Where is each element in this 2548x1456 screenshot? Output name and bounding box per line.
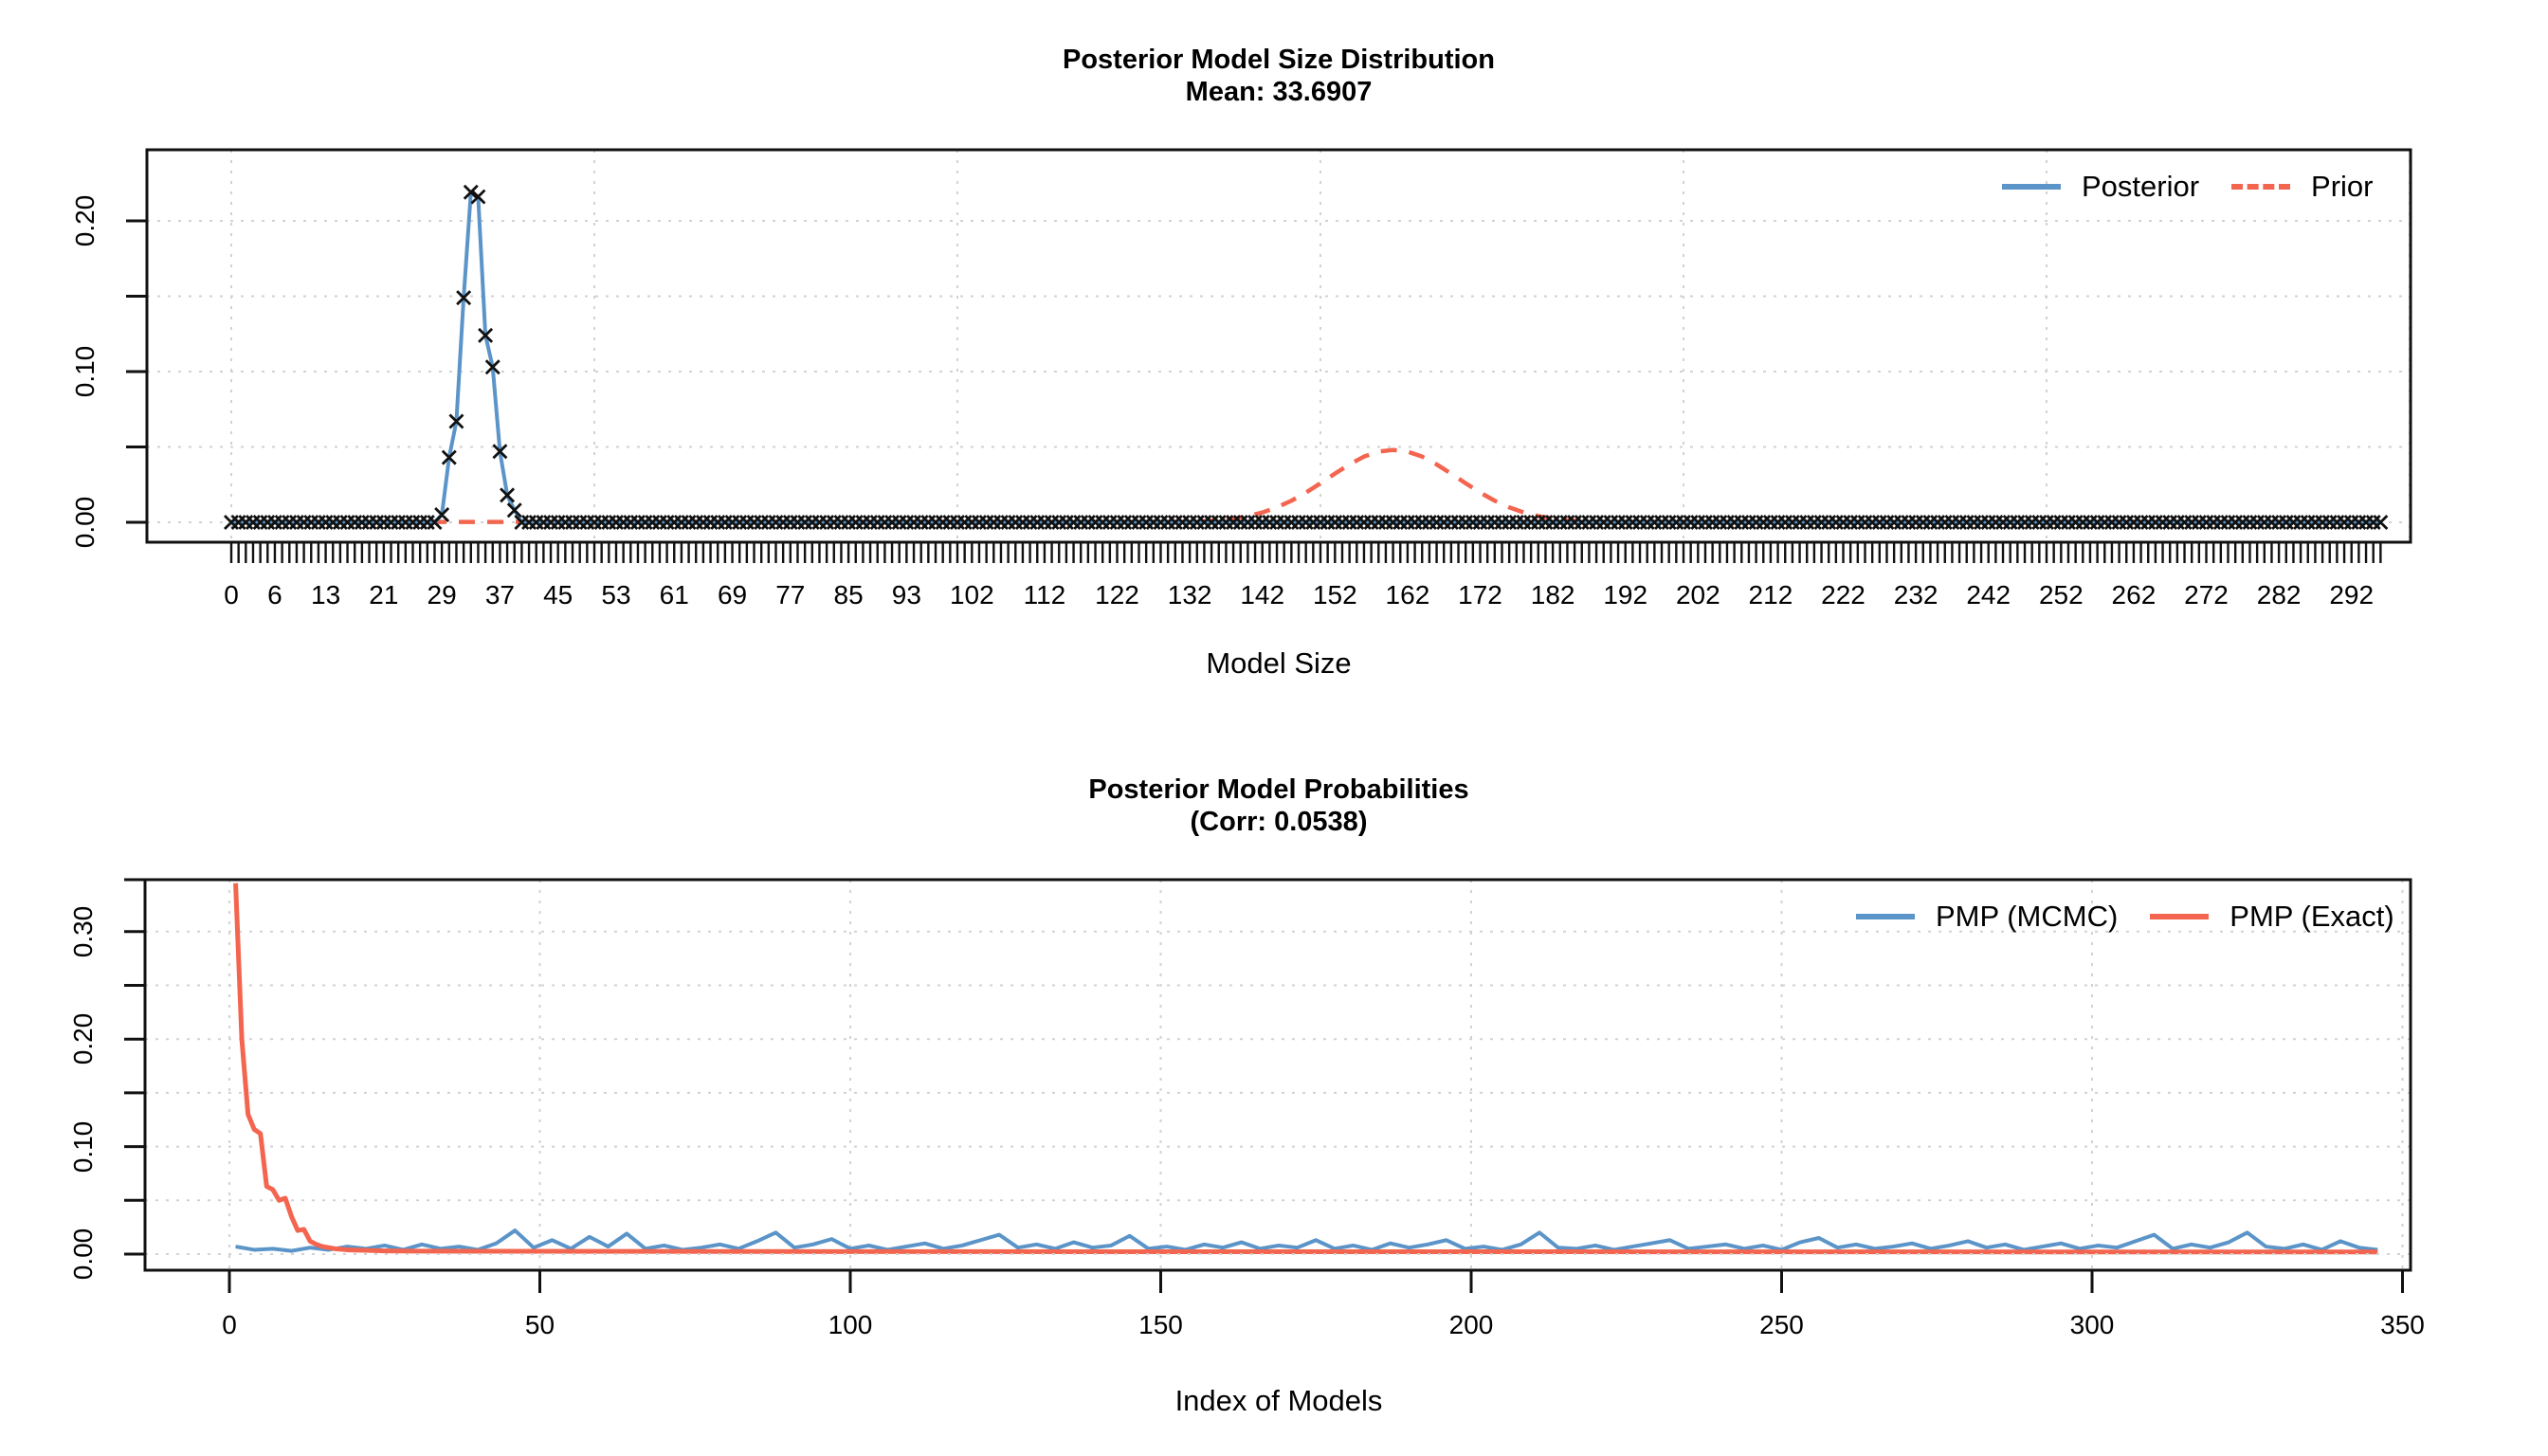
pmp-mcmc-line-swatch-icon: [1856, 914, 1915, 919]
bottom-y-tick-label: 0.10: [68, 1120, 98, 1173]
top-x-tick-label: 192: [1603, 580, 1648, 610]
legend-item-prior: Prior: [2231, 170, 2374, 204]
bottom-chart-title: Posterior Model Probabilities: [1088, 774, 1469, 805]
top-x-tick-label: 202: [1675, 580, 1720, 610]
top-x-tick-label: 6: [267, 580, 282, 610]
legend-label-pmp-mcmc: PMP (MCMC): [1936, 900, 2119, 933]
top-x-tick-label: 53: [601, 580, 631, 610]
bottom-x-tick-label: 350: [2380, 1310, 2425, 1339]
top-x-tick-label: 272: [2184, 580, 2229, 610]
top-x-tick-label: 132: [1167, 580, 1212, 610]
top-y-tick-label: 0.10: [70, 345, 100, 398]
top-x-tick-label: 182: [1530, 580, 1575, 610]
top-x-tick-label: 45: [543, 580, 573, 610]
legend-label-posterior: Posterior: [2082, 170, 2200, 203]
bottom-x-tick-label: 150: [1138, 1310, 1183, 1339]
posterior-line-swatch-icon: [2002, 184, 2061, 190]
top-x-tick-label: 112: [1023, 580, 1066, 610]
top-x-tick-label: 242: [1966, 580, 2011, 610]
bottom-y-tick-label: 0.20: [68, 1012, 98, 1065]
top-x-tick-label: 61: [659, 580, 689, 610]
bottom-x-tick-label: 0: [222, 1310, 237, 1339]
top-x-tick-label: 122: [1095, 580, 1139, 610]
top-y-tick-label: 0.20: [70, 194, 100, 247]
top-chart-legend: Posterior Prior: [2002, 167, 2374, 207]
legend-label-prior: Prior: [2311, 170, 2374, 203]
top-x-tick-label: 102: [949, 580, 994, 610]
bottom-x-tick-label: 50: [524, 1310, 555, 1339]
top-chart-xaxis-title: Model Size: [1206, 646, 1352, 680]
top-x-tick-label: 212: [1748, 580, 1793, 610]
bottom-chart-legend: PMP (MCMC) PMP (Exact): [1856, 897, 2394, 937]
bottom-y-tick-label: 0.30: [68, 905, 98, 958]
prior-line-swatch-icon: [2231, 184, 2291, 190]
bottom-x-tick-label: 200: [1448, 1310, 1494, 1339]
top-x-tick-label: 282: [2256, 580, 2302, 610]
bottom-chart-subtitle: (Corr: 0.0538): [1190, 807, 1368, 837]
top-x-tick-label: 162: [1385, 580, 1430, 610]
pmp-exact-line-swatch-icon: [2150, 914, 2210, 919]
top-chart-title: Posterior Model Size Distribution: [1063, 45, 1495, 75]
top-x-tick-label: 152: [1312, 580, 1357, 610]
bottom-x-tick-label: 250: [1759, 1310, 1804, 1339]
top-x-tick-label: 172: [1458, 580, 1502, 610]
top-x-tick-label: 37: [484, 580, 515, 610]
top-x-tick-label: 77: [775, 580, 806, 610]
bottom-x-tick-label: 300: [2069, 1310, 2115, 1339]
bottom-x-tick-label: 100: [828, 1310, 873, 1339]
top-x-tick-label: 21: [369, 580, 399, 610]
top-x-tick-label: 85: [833, 580, 864, 610]
top-x-tick-label: 69: [717, 580, 748, 610]
top-x-tick-label: 13: [311, 580, 341, 610]
top-x-tick-label: 29: [427, 580, 457, 610]
top-x-tick-label: 93: [891, 580, 921, 610]
top-chart-subtitle: Mean: 33.6907: [1185, 77, 1373, 107]
legend-item-posterior: Posterior: [2002, 170, 2199, 204]
bottom-chart-xaxis-title: Index of Models: [1174, 1384, 1383, 1417]
legend-item-pmp-mcmc: PMP (MCMC): [1856, 900, 2118, 934]
top-x-tick-label: 0: [224, 580, 239, 610]
bottom-y-tick-label: 0.00: [68, 1228, 98, 1281]
top-x-tick-label: 222: [1821, 580, 1866, 610]
top-x-tick-label: 292: [2329, 580, 2375, 610]
top-x-tick-label: 252: [2038, 580, 2084, 610]
top-x-tick-label: 232: [1893, 580, 1938, 610]
top-x-tick-label: 262: [2111, 580, 2157, 610]
top-x-tick-label: 142: [1240, 580, 1285, 610]
legend-label-pmp-exact: PMP (Exact): [2230, 900, 2394, 933]
legend-item-pmp-exact: PMP (Exact): [2150, 900, 2394, 934]
top-y-tick-label: 0.00: [70, 496, 100, 549]
